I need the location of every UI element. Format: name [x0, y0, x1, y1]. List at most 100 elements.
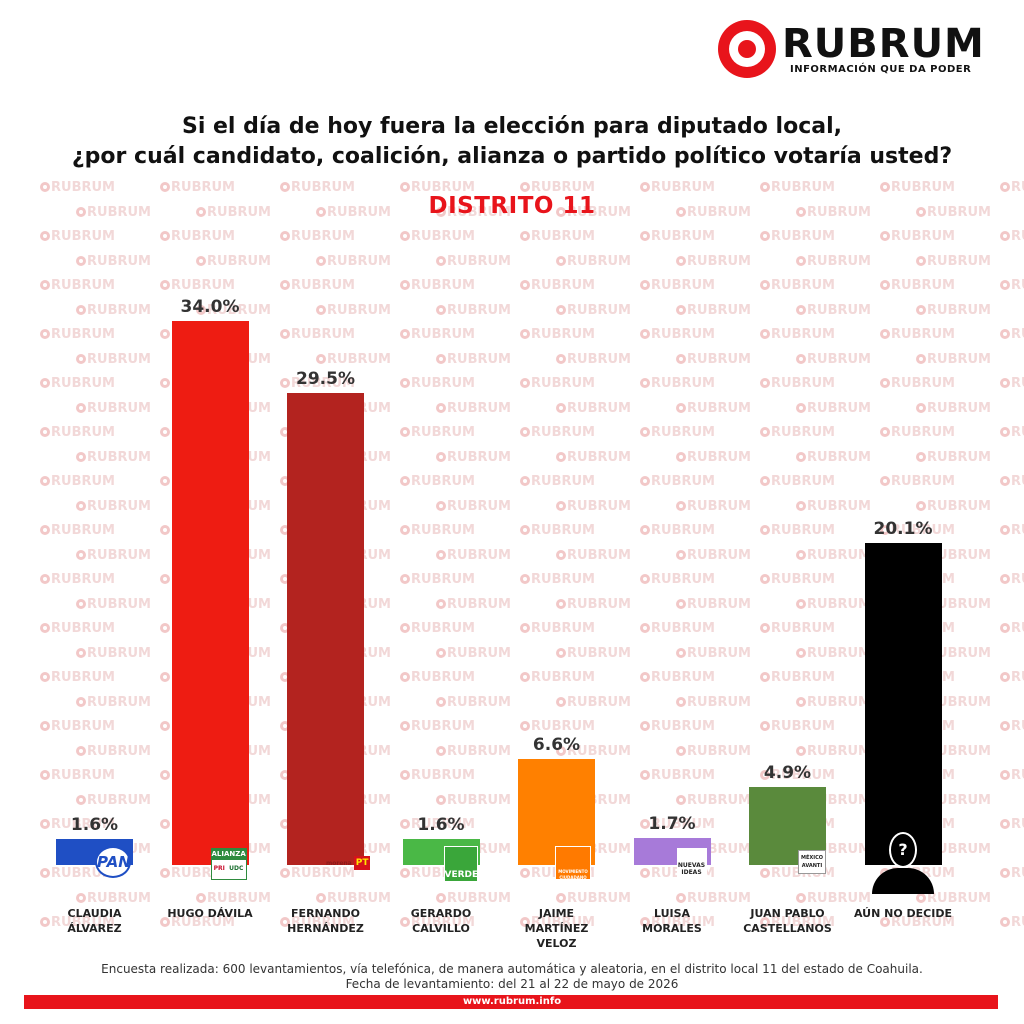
watermark-text: RUBRUM [796, 891, 871, 906]
watermark-text: RUBRUM [760, 621, 835, 636]
watermark-text: RUBRUM [40, 425, 115, 440]
watermark-text: RUBRUM [880, 180, 955, 195]
watermark-text: RUBRUM [1000, 327, 1024, 342]
watermark-text: RUBRUM [556, 499, 631, 514]
watermark-text: RUBRUM [760, 229, 835, 244]
bar-value-label: 1.6% [70, 815, 119, 836]
watermark-text: RUBRUM [40, 474, 115, 489]
watermark-text: RUBRUM [76, 646, 151, 661]
watermark-text: RUBRUM [1000, 376, 1024, 391]
watermark-text: RUBRUM [280, 376, 355, 391]
watermark-text: RUBRUM [196, 254, 271, 269]
candidate-name-label: GERARDO CALVILLO [410, 907, 472, 935]
watermark-text: RUBRUM [1000, 180, 1024, 195]
watermark-text: RUBRUM [640, 327, 715, 342]
watermark-text: RUBRUM [520, 670, 595, 685]
watermark-text: RUBRUM [880, 229, 955, 244]
watermark-text: RUBRUM [1000, 866, 1024, 881]
watermark-text: RUBRUM [556, 597, 631, 612]
watermark-text: RUBRUM [796, 401, 871, 416]
watermark-text: RUBRUM [916, 205, 991, 220]
candidate-name-label: JUAN PABLO CASTELLANOS [743, 907, 832, 935]
watermark-text: RUBRUM [400, 327, 475, 342]
logo-ring-icon [718, 20, 776, 78]
watermark-text: RUBRUM [1000, 768, 1024, 783]
watermark-text: RUBRUM [400, 768, 475, 783]
watermark-text: RUBRUM [40, 523, 115, 538]
watermark-text: RUBRUM [436, 352, 511, 367]
watermark-text: RUBRUM [796, 254, 871, 269]
mexico-avanti-logo: MÉXICO AVANTI [798, 850, 826, 874]
watermark-text: RUBRUM [676, 548, 751, 563]
watermark-text: RUBRUM [400, 229, 475, 244]
watermark-text: RUBRUM [796, 744, 871, 759]
watermark-text: RUBRUM [436, 695, 511, 710]
watermark-text: RUBRUM [76, 793, 151, 808]
watermark-text: RUBRUM [280, 327, 355, 342]
watermark-text: RUBRUM [556, 303, 631, 318]
watermark-text: RUBRUM [436, 891, 511, 906]
watermark-text: RUBRUM [40, 719, 115, 734]
watermark-text: RUBRUM [76, 744, 151, 759]
watermark-text: RUBRUM [280, 180, 355, 195]
watermark-text: RUBRUM [76, 548, 151, 563]
watermark-text: RUBRUM [280, 278, 355, 293]
watermark-text: RUBRUM [400, 719, 475, 734]
pan-logo: PAN [95, 846, 131, 878]
watermark-text: RUBRUM [520, 621, 595, 636]
watermark-text: RUBRUM [436, 450, 511, 465]
watermark-text: RUBRUM [676, 401, 751, 416]
watermark-text: RUBRUM [640, 425, 715, 440]
watermark-text: RUBRUM [676, 205, 751, 220]
watermark-text: RUBRUM [640, 474, 715, 489]
watermark-text: RUBRUM [1000, 229, 1024, 244]
watermark-text: RUBRUM [676, 891, 751, 906]
watermark-text: RUBRUM [76, 303, 151, 318]
watermark-text: RUBRUM [400, 670, 475, 685]
candidate-name-label: HUGO DÁVILA [167, 907, 253, 920]
watermark-text: RUBRUM [196, 940, 271, 941]
footer-url-link[interactable]: www.rubrum.info [462, 996, 562, 1007]
watermark-text: RUBRUM [556, 891, 631, 906]
watermark-text: RUBRUM [640, 621, 715, 636]
watermark-text: RUBRUM [40, 278, 115, 293]
watermark-text: RUBRUM [916, 303, 991, 318]
watermark-text: RUBRUM [40, 180, 115, 195]
watermark-text: RUBRUM [640, 523, 715, 538]
watermark-text: RUBRUM [676, 646, 751, 661]
candidate-name-label: JAIME MARTÍNEZ VELOZ [524, 907, 589, 950]
watermark-text: RUBRUM [160, 180, 235, 195]
watermark-text: RUBRUM [676, 793, 751, 808]
watermark-text: RUBRUM [640, 768, 715, 783]
watermark-text: RUBRUM [280, 229, 355, 244]
watermark-text: RUBRUM [436, 499, 511, 514]
watermark-text: RUBRUM [760, 474, 835, 489]
watermark-text: RUBRUM [400, 425, 475, 440]
watermark-text: RUBRUM [400, 817, 475, 832]
watermark-text: RUBRUM [760, 376, 835, 391]
watermark-text: RUBRUM [436, 940, 511, 941]
watermark-text: RUBRUM [76, 205, 151, 220]
watermark-text: RUBRUM [40, 229, 115, 244]
watermark-text: RUBRUM [880, 523, 955, 538]
watermark-text: RUBRUM [880, 915, 955, 930]
watermark-text: RUBRUM [196, 205, 271, 220]
watermark-text: RUBRUM [676, 303, 751, 318]
watermark-text: RUBRUM [1000, 719, 1024, 734]
watermark-text: RUBRUM [400, 572, 475, 587]
bar-value-label: 4.9% [763, 762, 812, 783]
chart-bar [171, 321, 249, 865]
watermark-text: RUBRUM [796, 646, 871, 661]
watermark-text: RUBRUM [760, 523, 835, 538]
chart-bar [287, 393, 364, 865]
watermark-text: RUBRUM [640, 229, 715, 244]
watermark-text: RUBRUM [520, 572, 595, 587]
watermark-text: RUBRUM [760, 915, 835, 930]
watermark-text: RUBRUM [640, 719, 715, 734]
watermark-text: RUBRUM [556, 352, 631, 367]
watermark-text: RUBRUM [400, 474, 475, 489]
watermark-text: RUBRUM [760, 278, 835, 293]
watermark-text: RUBRUM [76, 254, 151, 269]
watermark-text: RUBRUM [316, 352, 391, 367]
watermark-text: RUBRUM [1000, 621, 1024, 636]
